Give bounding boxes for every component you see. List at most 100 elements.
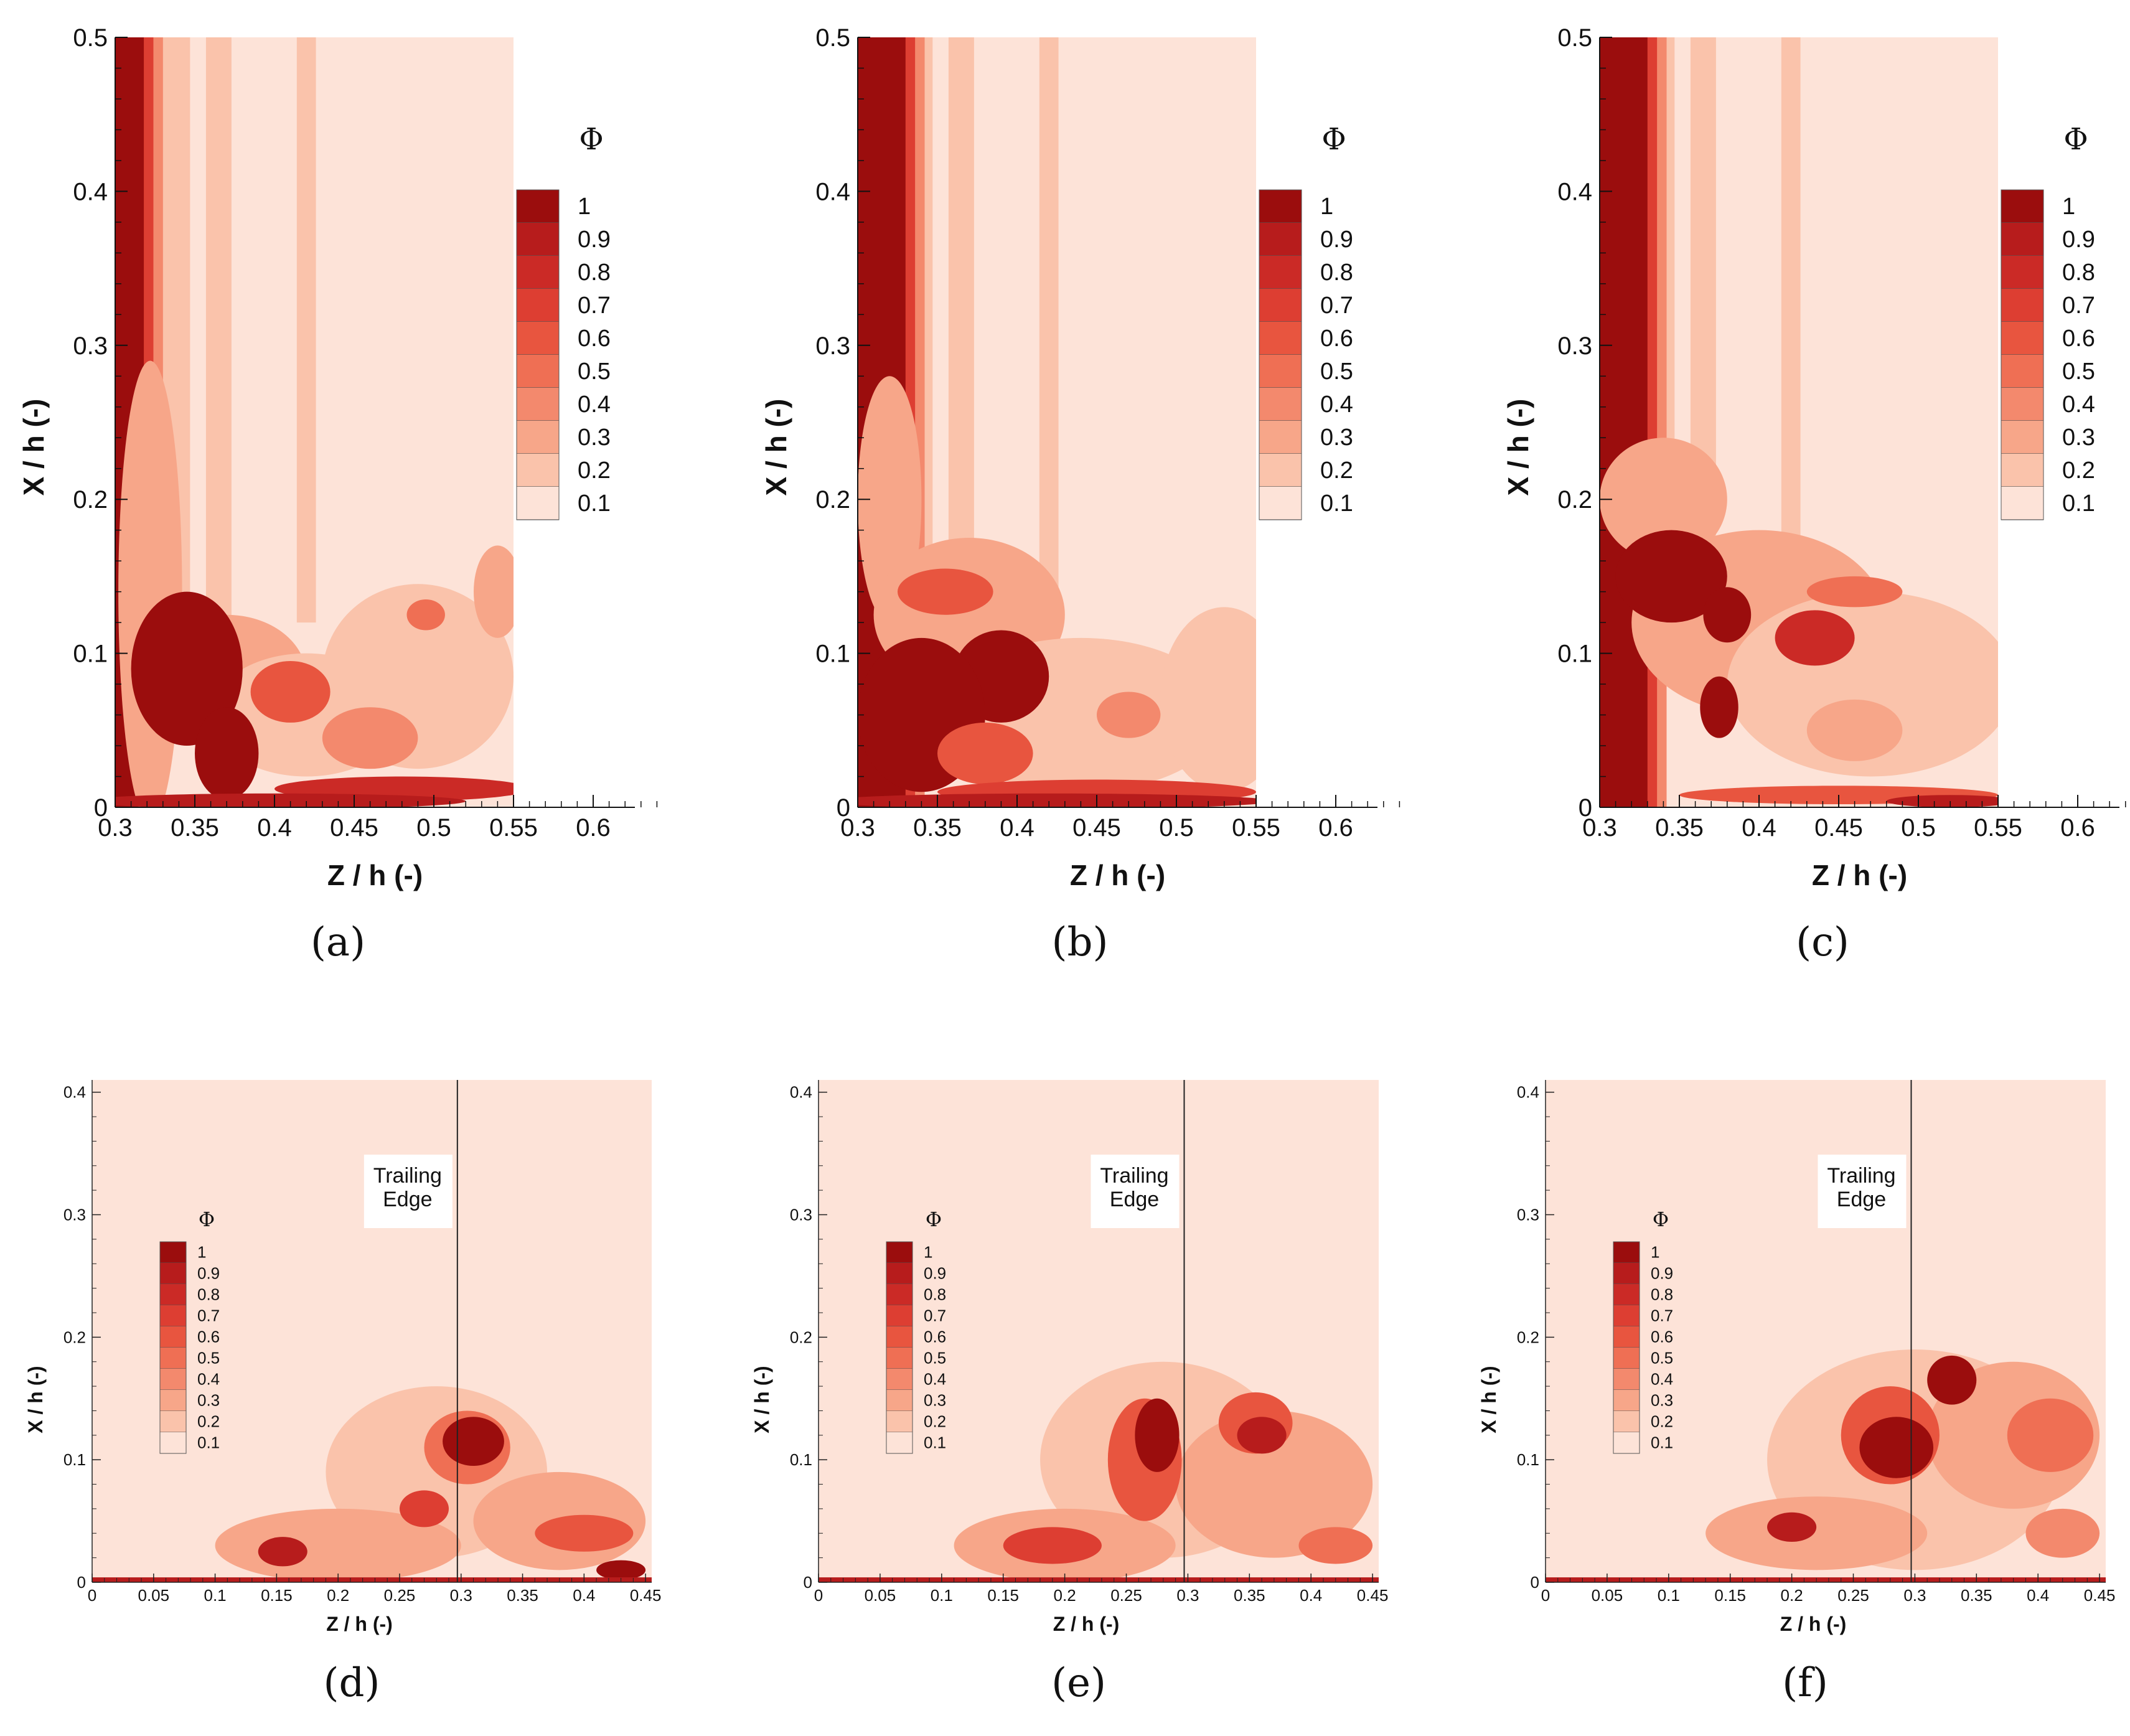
colorbar-label: 0.2 bbox=[197, 1412, 220, 1431]
colorbar-label: 0.1 bbox=[578, 490, 611, 517]
contour-field bbox=[115, 37, 514, 807]
colorbar-label: 0.4 bbox=[578, 392, 611, 418]
colorbar-label: 0.7 bbox=[1651, 1307, 1673, 1325]
x-tick-label: 0.6 bbox=[2060, 814, 2095, 842]
contour-blob bbox=[195, 707, 259, 800]
colorbar-frame bbox=[1613, 1241, 1640, 1454]
contour-blob bbox=[1135, 1398, 1180, 1472]
colorbar-cell bbox=[1613, 1242, 1640, 1263]
axes: 0 0.05 0.1 0.15 0.2 0.25 0.3 0.35 0.4 0.45 0 0.1 0.2… bbox=[24, 1080, 661, 1635]
colorbar-cell bbox=[2001, 322, 2043, 355]
colorbar-cell bbox=[1613, 1326, 1640, 1348]
annotation-text: Edge bbox=[1837, 1188, 1886, 1211]
colorbar-cell bbox=[1613, 1390, 1640, 1411]
x-tick-label: 0.35 bbox=[171, 814, 219, 842]
colorbar-cell bbox=[1259, 289, 1302, 322]
axes: 0 0.05 0.1 0.15 0.2 0.25 0.3 0.35 0.4 0.45 0 0.1 0.2… bbox=[1478, 1080, 2115, 1635]
contour-blob bbox=[1703, 587, 1752, 643]
colorbar-label: 0.9 bbox=[197, 1264, 220, 1283]
colorbar-label: 0.8 bbox=[1651, 1285, 1673, 1304]
x-tick-label: 0.25 bbox=[1837, 1586, 1869, 1605]
annotation-text: Edge bbox=[383, 1188, 432, 1211]
colorbar-cell bbox=[160, 1284, 186, 1305]
colorbar-label: 0.8 bbox=[1320, 260, 1353, 286]
y-tick-label: 0.2 bbox=[815, 486, 850, 514]
colorbar-cell bbox=[1259, 487, 1302, 520]
contour-blob bbox=[1600, 438, 1727, 561]
y-tick-label: 0.2 bbox=[1557, 486, 1592, 514]
colorbar-cell bbox=[517, 223, 559, 256]
contour-blob bbox=[2025, 1508, 2100, 1558]
x-tick-label: 0.4 bbox=[1300, 1586, 1322, 1605]
colorbar-label: 0.9 bbox=[1651, 1264, 1673, 1283]
colorbar-cell bbox=[1259, 223, 1302, 256]
colorbar-label: 0.3 bbox=[197, 1391, 220, 1410]
y-tick-label: 0 bbox=[94, 794, 108, 822]
y-tick-label: 0.4 bbox=[63, 1083, 86, 1102]
x-tick-label: 0.35 bbox=[913, 814, 962, 842]
y-axis-label: X / h (-) bbox=[17, 399, 50, 496]
colorbar-frame bbox=[159, 1241, 187, 1454]
x-tick-label: 0.4 bbox=[257, 814, 292, 842]
x-tick-label: 0.55 bbox=[1232, 814, 1280, 842]
x-axis-label: Z / h (-) bbox=[1053, 1613, 1120, 1635]
colorbar-label: 0.6 bbox=[578, 326, 611, 352]
x-tick-label: 0.25 bbox=[384, 1586, 416, 1605]
x-tick-label: 0.05 bbox=[865, 1586, 896, 1605]
colorbar-frame bbox=[2001, 189, 2044, 520]
colorbar-cell bbox=[160, 1242, 186, 1263]
colorbar-cell bbox=[517, 289, 559, 322]
x-tick-label: 0.4 bbox=[1742, 814, 1776, 842]
x-tick-label: 0 bbox=[88, 1586, 96, 1605]
contour-blob bbox=[1859, 1417, 1934, 1478]
colorbar-cell bbox=[886, 1411, 913, 1432]
colorbar-cell bbox=[1259, 256, 1302, 289]
colorbar-title: Φ bbox=[1321, 122, 1346, 157]
colorbar-label: 0.4 bbox=[1651, 1370, 1673, 1389]
colorbar-cell bbox=[886, 1284, 913, 1305]
colorbar-label: 0.1 bbox=[2062, 490, 2095, 517]
colorbar-frame bbox=[886, 1241, 913, 1454]
x-tick-label: 0.35 bbox=[1655, 814, 1704, 842]
y-axis-label: X / h (-) bbox=[751, 1366, 773, 1433]
colorbar-label: 0.5 bbox=[2062, 359, 2095, 385]
colorbar-cell bbox=[886, 1242, 913, 1263]
colorbar-cell bbox=[160, 1411, 186, 1432]
colorbar-cell bbox=[2001, 355, 2043, 388]
colorbar-label: 0.4 bbox=[924, 1370, 946, 1389]
colorbar-cell bbox=[517, 487, 559, 520]
colorbar-label: 1 bbox=[2062, 194, 2075, 220]
colorbar-cell bbox=[886, 1305, 913, 1326]
contour-blob bbox=[1806, 576, 1903, 608]
colorbar-cell bbox=[2001, 421, 2043, 454]
x-tick-label: 0.25 bbox=[1110, 1586, 1142, 1605]
colorbar-cell bbox=[1613, 1348, 1640, 1369]
colorbar-cell bbox=[886, 1263, 913, 1284]
colorbar-label: 0.3 bbox=[1651, 1391, 1673, 1410]
y-axis-label: X / h (-) bbox=[760, 399, 792, 496]
x-tick-label: 0.35 bbox=[507, 1586, 538, 1605]
colorbar-label: 0.2 bbox=[578, 457, 611, 484]
contour-blob bbox=[131, 591, 243, 746]
colorbar-label: 1 bbox=[578, 194, 591, 220]
contour-blob bbox=[399, 1490, 449, 1527]
contour-blob bbox=[1615, 530, 1727, 623]
colorbar-frame bbox=[1259, 189, 1302, 520]
x-tick-label: 0.5 bbox=[416, 814, 451, 842]
y-axis-label: X / h (-) bbox=[24, 1366, 47, 1433]
contour-blob bbox=[115, 793, 466, 807]
colorbar-label: 0.1 bbox=[197, 1433, 220, 1452]
contour-blob bbox=[1886, 795, 1998, 807]
colorbar-cell bbox=[886, 1348, 913, 1369]
axes: 0 0.05 0.1 0.15 0.2 0.25 0.3 0.35 0.4 0.45 0 0.1 0.2… bbox=[751, 1080, 1388, 1635]
colorbar-label: 0.8 bbox=[197, 1285, 220, 1304]
colorbar-label: 0.2 bbox=[1320, 457, 1353, 484]
annotation-box bbox=[1818, 1155, 1907, 1228]
x-tick-label: 0.2 bbox=[1054, 1586, 1076, 1605]
colorbar-cell bbox=[1613, 1432, 1640, 1453]
contour-streak bbox=[948, 37, 974, 623]
contour-blob bbox=[1775, 610, 1855, 666]
colorbar-cell bbox=[1613, 1369, 1640, 1390]
colorbar-label: 0.3 bbox=[2062, 425, 2095, 451]
x-tick-label: 0.15 bbox=[261, 1586, 293, 1605]
